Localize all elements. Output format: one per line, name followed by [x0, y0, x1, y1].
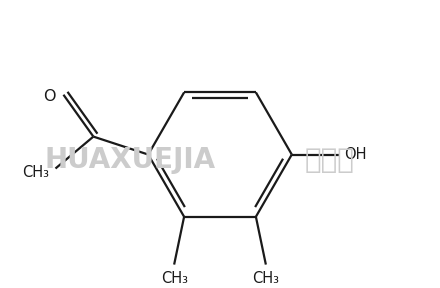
Text: CH₃: CH₃ [161, 271, 187, 286]
Text: 化学加: 化学加 [305, 145, 355, 174]
Text: HUAXUEJIA: HUAXUEJIA [45, 145, 216, 174]
Text: CH₃: CH₃ [253, 271, 279, 286]
Text: OH: OH [345, 147, 367, 162]
Text: O: O [43, 89, 56, 104]
Text: CH₃: CH₃ [22, 165, 49, 180]
